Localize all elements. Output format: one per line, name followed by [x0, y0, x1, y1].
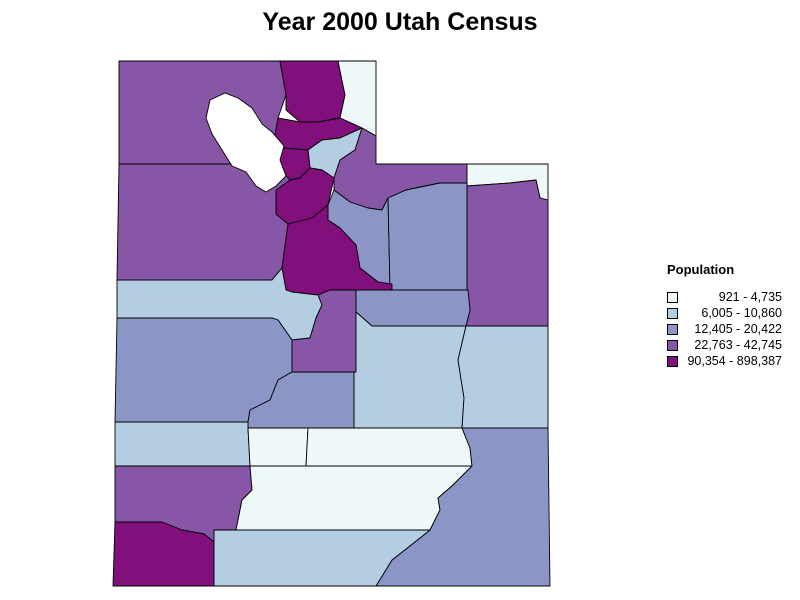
legend-label: 12,405 - 20,422 [694, 322, 782, 336]
legend-swatch [667, 307, 678, 319]
legend-item: 6,005 - 10,860 [667, 305, 782, 321]
county-wayne [305, 427, 473, 467]
legend-swatch [667, 339, 678, 351]
legend-label: 22,763 - 42,745 [694, 338, 782, 352]
great-salt-lake [205, 92, 287, 193]
county-cache [279, 60, 346, 123]
county-carbon [355, 289, 471, 327]
county-emery [353, 311, 467, 429]
county-uintah [465, 179, 549, 327]
legend-rows: 921 - 4,735 6,005 - 10,860 12,405 - 20,422… [667, 289, 782, 369]
county-washington [112, 521, 215, 587]
county-beaver [114, 421, 251, 467]
map-title: Year 2000 Utah Census [262, 8, 538, 36]
legend-title: Population [667, 262, 735, 277]
legend-swatch [667, 355, 678, 367]
legend-item: 90,354 - 898,387 [667, 353, 782, 369]
county-duchesne [387, 182, 468, 291]
legend-label: 6,005 - 10,860 [701, 306, 782, 320]
legend-item: 12,405 - 20,422 [667, 321, 782, 337]
county-kane [213, 529, 431, 587]
legend-label: 921 - 4,735 [718, 290, 782, 304]
legend-swatch [667, 323, 678, 335]
legend-swatch [667, 291, 678, 303]
county-piute [247, 427, 309, 467]
county-grand [457, 325, 549, 429]
legend: Population 921 - 4,735 6,005 - 10,860 12,4… [667, 262, 782, 369]
legend-item: 22,763 - 42,745 [667, 337, 782, 353]
legend-item: 921 - 4,735 [667, 289, 782, 305]
legend-label: 90,354 - 898,387 [687, 354, 782, 368]
